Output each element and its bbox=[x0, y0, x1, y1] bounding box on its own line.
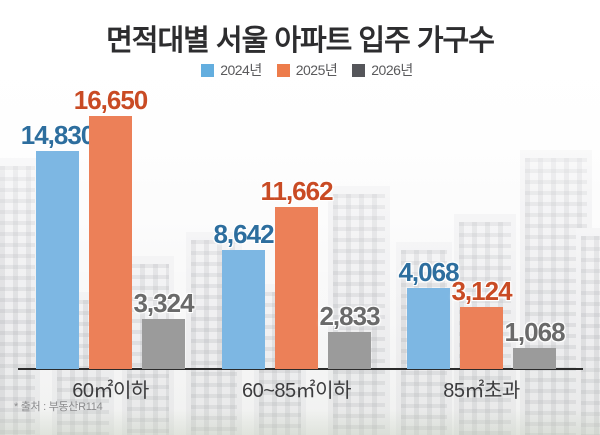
legend-swatch-icon bbox=[276, 63, 290, 77]
bar-value-label: 3,124 bbox=[451, 275, 512, 306]
bar-value-label: 2,833 bbox=[319, 300, 380, 331]
bar-value-label: 8,642 bbox=[213, 218, 274, 249]
legend-label: 2025년 bbox=[295, 62, 338, 78]
chart-title: 면적대별 서울 아파트 입주 가구수 bbox=[106, 25, 495, 57]
bar-value-label: 3,324 bbox=[133, 287, 194, 318]
source-note: * 출처 : 부동산R114 bbox=[14, 401, 103, 413]
category-label-60~85㎡이하: 60~85㎡이하 bbox=[242, 380, 351, 402]
background-trees bbox=[0, 409, 600, 435]
bar-2026년-60~85㎡이하: 2,833 bbox=[319, 302, 381, 369]
legend-item-2025년: 2025년 bbox=[276, 60, 338, 80]
bar-2025년-60㎡이하: 16,650 bbox=[74, 86, 148, 369]
bar-2024년-60~85㎡이하: 8,642 bbox=[213, 220, 275, 369]
bar-value-label: 16,650 bbox=[73, 84, 149, 115]
bar-2024년-60㎡이하: 14,830 bbox=[21, 121, 95, 369]
bar-2026년-85㎡초과: 1,068 bbox=[504, 318, 566, 369]
bar-2024년-85㎡초과: 4,068 bbox=[398, 258, 460, 369]
bar-2026년-60㎡이하: 3,324 bbox=[133, 289, 195, 369]
category-label-85㎡초과: 85㎡초과 bbox=[443, 380, 520, 402]
legend-item-2024년: 2024년 bbox=[201, 60, 262, 80]
chart-legend: 2024년 2025년 2026년 bbox=[0, 60, 600, 80]
bar-value-label: 1,068 bbox=[504, 316, 565, 347]
legend-swatch-icon bbox=[352, 63, 366, 77]
bar-value-label: 14,830 bbox=[20, 119, 96, 150]
bar-2025년-60~85㎡이하: 11,662 bbox=[260, 177, 334, 369]
bar-2025년-85㎡초과: 3,124 bbox=[451, 277, 513, 369]
legend-label: 2026년 bbox=[371, 62, 413, 78]
legend-swatch-icon bbox=[201, 63, 215, 77]
legend-item-2026년: 2026년 bbox=[352, 60, 413, 80]
x-axis-line bbox=[18, 368, 583, 370]
category-label-60㎡이하: 60㎡이하 bbox=[72, 380, 149, 402]
legend-label: 2024년 bbox=[220, 62, 262, 78]
bar-value-label: 4,068 bbox=[398, 256, 459, 287]
bar-value-label: 11,662 bbox=[260, 175, 333, 206]
